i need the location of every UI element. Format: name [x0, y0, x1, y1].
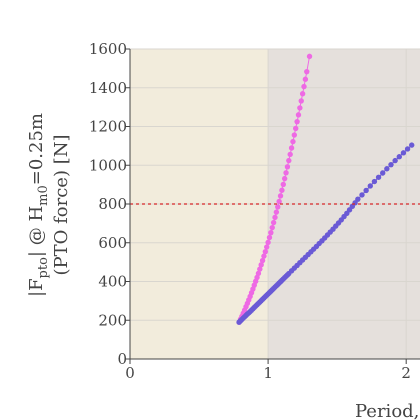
- y-tick-label: 0: [117, 350, 127, 368]
- axes: 0 200 400 600 800 1000 1200 1400 1600 0 1 2: [89, 40, 420, 382]
- series-0-point: [301, 83, 307, 90]
- series-1-point: [384, 166, 390, 172]
- series-0-point: [262, 248, 269, 255]
- series-0-point: [287, 151, 293, 158]
- y-axis-title: |Fpto| @ Hm0=0.25m (PTO force) [N]: [26, 113, 72, 297]
- series-1-point: [380, 170, 386, 176]
- series-0-point: [306, 53, 313, 60]
- y-tick-label: 600: [98, 234, 127, 252]
- series-0-point: [275, 204, 281, 210]
- series-0-point: [297, 105, 303, 111]
- y-tick-label: 200: [98, 311, 127, 329]
- series-1-point: [371, 178, 378, 185]
- series-0-point: [268, 229, 274, 236]
- y-tick-label: 400: [98, 273, 127, 291]
- series-1-point: [375, 174, 382, 180]
- x-tick-label: 2: [401, 364, 411, 382]
- series-0-point: [286, 157, 292, 164]
- series-0-point: [283, 170, 289, 176]
- series-0-point: [284, 164, 291, 170]
- y-axis-title-line2: (PTO force) [N]: [51, 135, 72, 276]
- series-0-point: [255, 270, 262, 277]
- series-0-point: [291, 132, 298, 138]
- series-0-point: [272, 214, 278, 221]
- series-0-point: [257, 266, 263, 272]
- series-0-point: [261, 253, 267, 259]
- series-0-point: [294, 118, 300, 125]
- series-0-point: [254, 274, 260, 281]
- series-0-point: [281, 175, 288, 182]
- series-0-point: [279, 187, 285, 193]
- series-1-point: [396, 154, 402, 160]
- y-tick-label: 1200: [89, 118, 127, 136]
- series-0-point: [269, 224, 275, 231]
- x-tick-label: 0: [125, 364, 135, 382]
- y-tick-label: 1600: [89, 40, 127, 58]
- series-1-point: [400, 150, 407, 156]
- series-1-point: [359, 192, 365, 198]
- y-tick-label: 1000: [89, 156, 127, 174]
- series-0-point: [288, 145, 295, 151]
- series-0-point: [259, 257, 266, 264]
- series-0-point: [280, 181, 286, 188]
- series-0-point: [304, 68, 310, 75]
- y-tick-label: 1400: [89, 79, 127, 97]
- series-0-point: [299, 91, 306, 97]
- series-0-point: [290, 138, 296, 145]
- series-0-point: [293, 125, 299, 132]
- series-1-point: [367, 183, 373, 189]
- series-0-point: [276, 198, 282, 205]
- series-1-point: [363, 187, 369, 194]
- x-tick-label: 1: [263, 364, 273, 382]
- y-axis-title-line1: |Fpto| @ Hm0=0.25m: [26, 113, 51, 297]
- series-0-point: [298, 98, 304, 104]
- series-0-point: [295, 112, 302, 118]
- series-0-point: [264, 244, 270, 250]
- series-0-point: [258, 262, 264, 268]
- series-0-point: [302, 76, 309, 82]
- series-0-point: [273, 209, 280, 215]
- series-0-point: [266, 234, 273, 241]
- series-1-point: [392, 157, 398, 164]
- y-tick-label: 800: [98, 195, 127, 213]
- series-0-point: [277, 193, 284, 199]
- series-1-point: [388, 161, 394, 168]
- x-axis-title: Period,: [355, 401, 419, 420]
- series-0-point: [270, 219, 277, 226]
- series-1-point: [404, 146, 411, 152]
- series-1-point: [355, 196, 361, 202]
- series-1-point: [409, 142, 415, 148]
- series-0-point: [265, 239, 271, 246]
- series-layer: [236, 53, 415, 325]
